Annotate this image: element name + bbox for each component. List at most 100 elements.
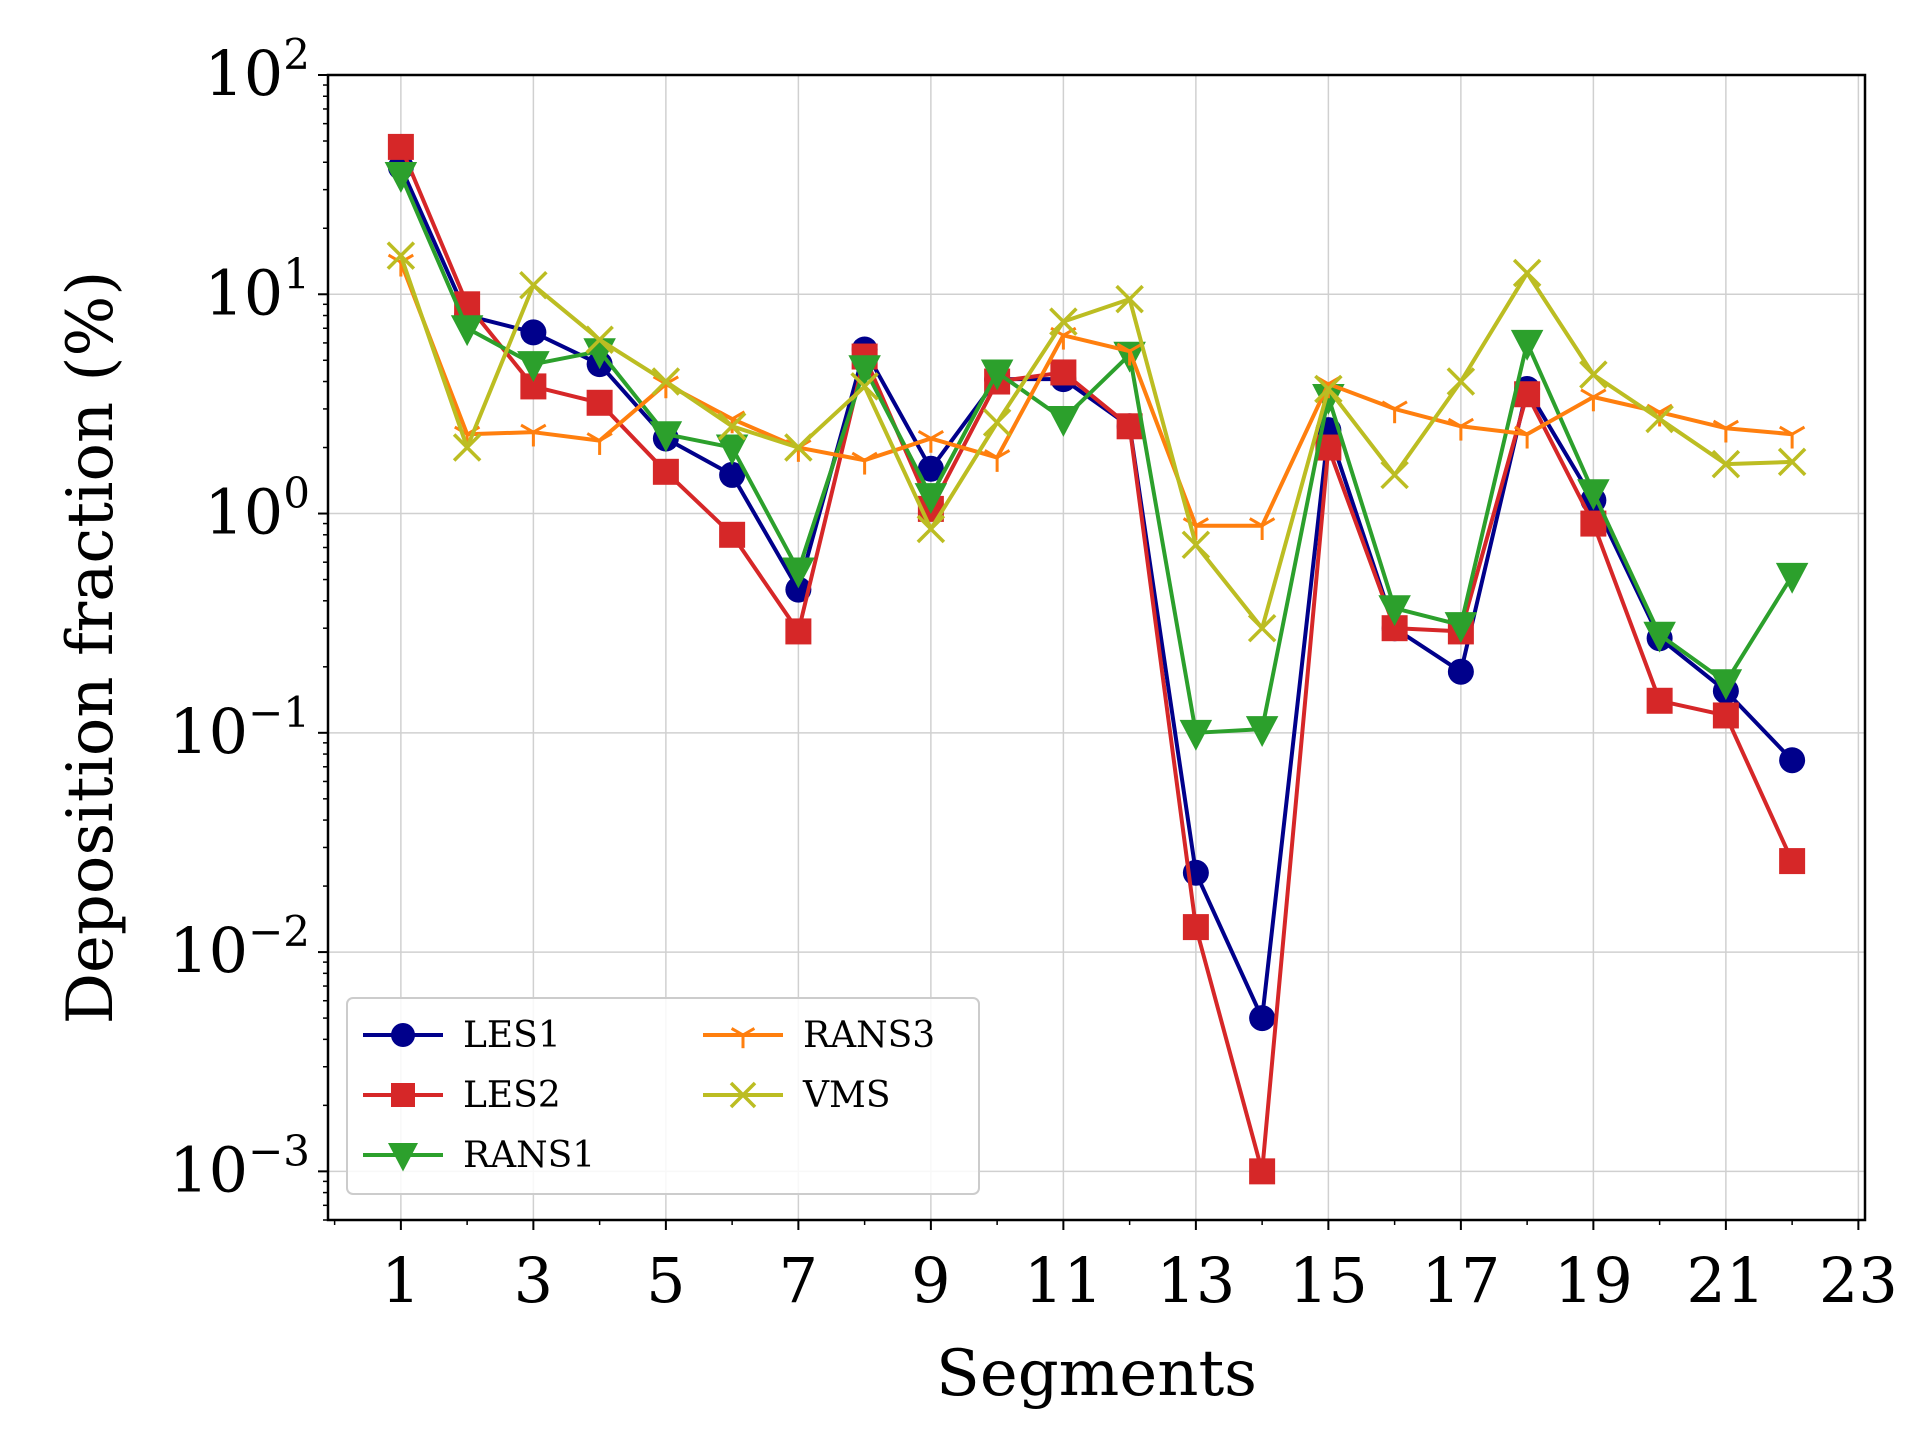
legend-item-les2: LES2 [363,1075,561,1116]
series-vms-point [1777,447,1807,477]
legend-box [346,997,980,1195]
series-rans1-point [782,557,815,589]
series-les2-point [785,618,812,645]
series-rans3-point [851,451,878,475]
series-rans1-point [914,483,948,515]
series-vms-point [1446,367,1476,396]
series-rans3-line [399,261,1793,528]
series-rans1-point [649,421,683,453]
series-vms-point [519,270,548,300]
series-rans1-point [450,315,484,347]
legend-marker [730,1027,756,1049]
x-tick-label: 11 [1024,1244,1103,1317]
series-les2-point [1712,702,1739,729]
series-les2-point [586,389,613,416]
series-rans1-point [1643,621,1676,653]
x-tick-label: 13 [1156,1244,1235,1317]
series-rans3-point [1447,417,1474,441]
series-rans1-point [517,351,550,383]
series-rans1-point [384,161,418,193]
series-les2-point [1050,359,1077,386]
series-vms-point [1314,374,1343,404]
series-rans3-point [917,430,944,453]
x-tick-label: 19 [1554,1244,1633,1317]
series-vms-point [1380,460,1409,490]
series-les2-point [1779,848,1806,875]
series-les1-point [719,461,746,488]
x-tick-label: 7 [779,1244,818,1317]
x-tick-label: 15 [1289,1244,1368,1317]
legend-item-rans3: RANS3 [703,1015,935,1056]
series-rans1-point [715,434,749,466]
series-les2-point [1116,413,1143,440]
y-tick-label: 10−2 [169,907,310,987]
x-tick-label: 3 [514,1244,553,1317]
legend-marker [729,1081,757,1109]
legend-label: VMS [802,1075,891,1116]
series-rans3-point [1712,419,1739,443]
series-les2-point [719,521,746,548]
series-vms-line [398,255,1793,631]
series-rans3-point [1381,400,1408,424]
grid [328,74,1865,1220]
legend-label: LES2 [463,1075,561,1116]
legend-marker [388,1143,418,1172]
legend-label: RANS1 [463,1135,595,1176]
y-tick-label: 101 [204,249,310,329]
series-rans1-point [1775,562,1809,594]
series-rans3-point [984,449,1011,472]
series-rans1-point [848,355,881,387]
series-vms-point [717,412,747,441]
series-les1-point [917,455,944,482]
series-rans1-point [1245,716,1279,747]
series-vms-point [982,408,1012,437]
legend-marker [391,1023,415,1047]
series-rans1-point [1577,479,1610,511]
series-rans1-point [1047,405,1080,437]
y-tick-label: 100 [204,469,310,549]
series-rans1-point [1312,384,1345,415]
series-les1-line [399,166,1794,1021]
series-group [384,133,1809,1185]
series-rans1-point [1510,329,1544,361]
legend-item-rans1: RANS1 [363,1135,595,1176]
series-vms-point [1711,449,1741,479]
series-vms-point [1512,258,1542,288]
series-rans3-point [1514,425,1541,449]
x-axis-ticks: 1 3 5 7 9 11 13 15 17 19 21 23 [333,1220,1898,1317]
x-tick-label: 23 [1819,1244,1898,1317]
series-rans3-point [520,423,547,447]
series-rans3-point [1779,425,1806,449]
series-rans3-point [1116,342,1143,366]
series-rans1-point [1444,612,1478,643]
series-vms-point [452,433,482,462]
series-vms-point [651,367,681,396]
series-vms-point [1181,530,1211,560]
legend-item-les1: LES1 [363,1015,561,1056]
series-vms-point [1115,284,1144,314]
legend-label: RANS3 [803,1015,935,1056]
series-vms-point [1645,404,1674,434]
y-tick-label: 10−1 [169,688,310,768]
series-les1-point [1779,747,1806,774]
series-les2-point [387,133,414,160]
y-axis-label: Deposition fraction (%) [54,271,128,1025]
x-tick-label: 21 [1686,1244,1765,1317]
series-les2-point [1249,1158,1276,1185]
legend-label: LES1 [463,1015,561,1056]
series-rans3-point [1249,517,1276,541]
series-les2-line [399,146,1794,1174]
plot-frame [326,73,1867,1222]
series-les2-point [1646,687,1673,714]
series-vms-point [784,433,813,462]
y-tick-label: 10−3 [169,1126,310,1206]
x-tick-label: 9 [911,1244,950,1317]
series-les1-point [520,319,547,346]
series-les2-point [1182,914,1209,941]
series-rans3-point [1580,388,1607,412]
series-rans3 [387,253,1806,541]
y-axis-ticks: 102 101 100 10−1 10−2 10−3 [169,30,328,1221]
x-tick-label: 5 [646,1244,685,1317]
x-axis-label: Segments [936,1337,1257,1411]
